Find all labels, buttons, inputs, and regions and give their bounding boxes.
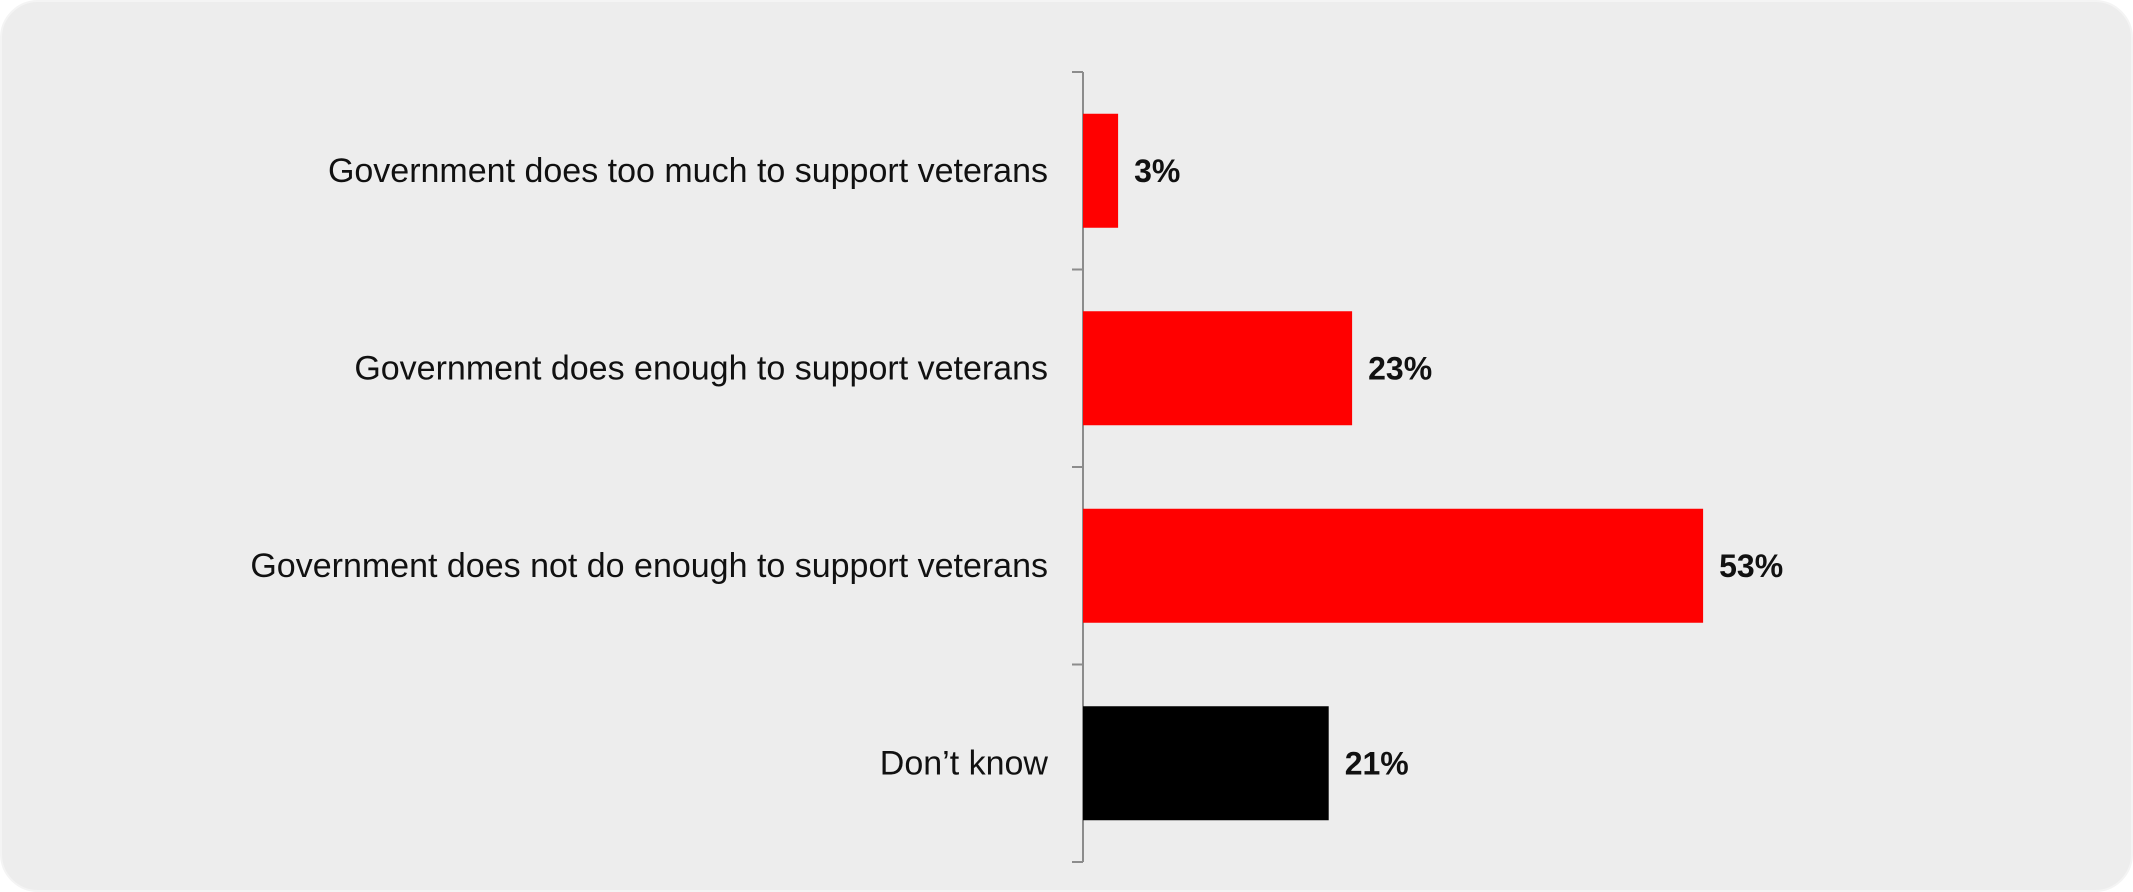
value-label: 23% (1368, 350, 1432, 386)
category-label: Government does enough to support vetera… (354, 349, 1048, 387)
value-label: 21% (1345, 745, 1409, 781)
category-label: Don’t know (880, 744, 1049, 782)
bar (1083, 706, 1329, 821)
category-labels: Government does too much to support vete… (250, 152, 1048, 783)
value-label: 53% (1719, 548, 1783, 584)
bars (1083, 113, 1704, 821)
category-label: Government does too much to support vete… (328, 152, 1048, 190)
bar (1083, 311, 1353, 426)
value-label: 3% (1134, 153, 1180, 189)
category-label: Government does not do enough to support… (250, 547, 1048, 585)
value-labels: 3% 23% 53% 21% (1134, 153, 1783, 782)
bar (1083, 508, 1704, 623)
category-axis (1072, 71, 1084, 863)
bar (1083, 113, 1119, 228)
